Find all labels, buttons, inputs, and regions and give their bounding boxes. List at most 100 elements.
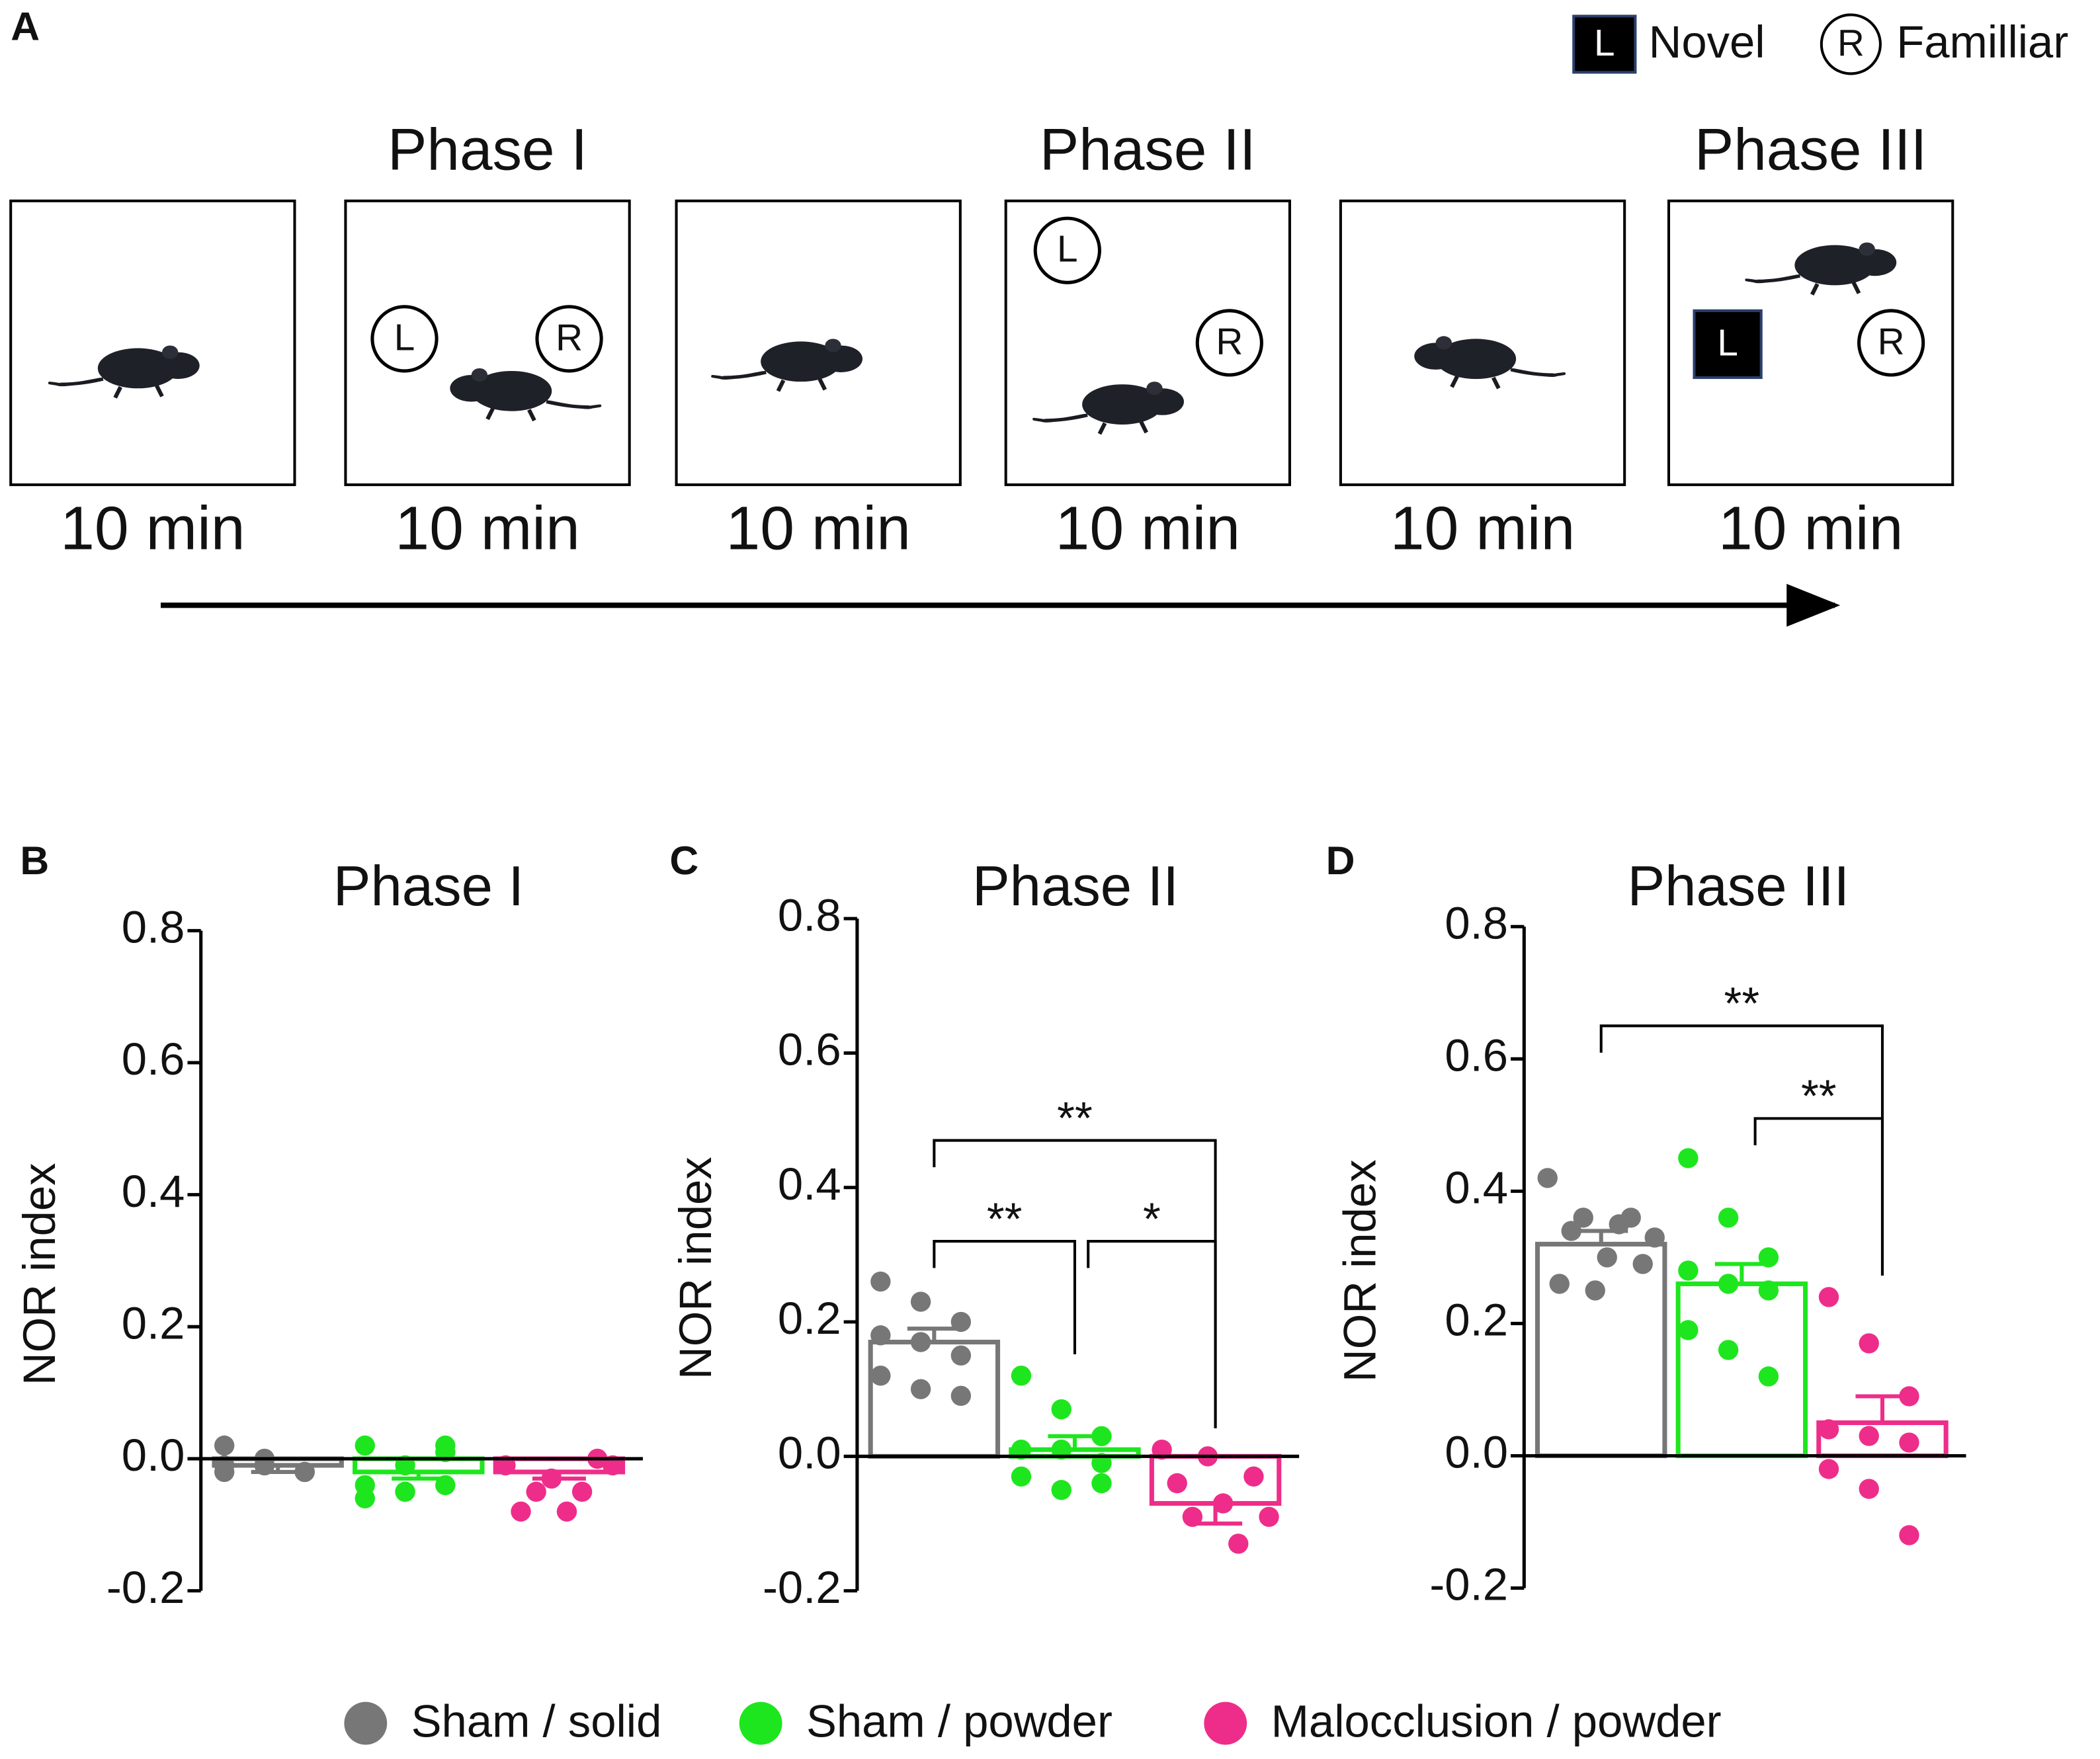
y-tick-label: 0.2	[778, 1293, 841, 1344]
legend-symbol-label: L	[1594, 22, 1615, 64]
data-point	[1818, 1287, 1839, 1307]
chart-title: Phase II	[972, 855, 1179, 918]
data-point	[1644, 1227, 1665, 1248]
mouse-head	[1853, 249, 1897, 276]
mouse-tail	[1044, 413, 1088, 423]
mouse	[48, 345, 200, 399]
mouse-head	[1414, 343, 1458, 370]
data-point	[1758, 1280, 1779, 1301]
mouse-feet	[113, 384, 164, 399]
mouse-tail	[723, 370, 767, 380]
object	[1195, 309, 1263, 377]
data-point	[1051, 1439, 1071, 1460]
y-tick-label: 0.6	[1445, 1030, 1508, 1081]
mouse-tail	[546, 400, 589, 409]
data-point	[1859, 1479, 1879, 1499]
data-point	[355, 1475, 375, 1496]
data-point	[1228, 1534, 1249, 1554]
mouse-ear	[1146, 382, 1163, 395]
data-point	[1718, 1274, 1739, 1294]
data-point	[1167, 1473, 1187, 1494]
object	[1693, 309, 1763, 380]
data-point	[1632, 1254, 1653, 1274]
mouse-ear	[162, 345, 179, 359]
legend-symbol-label: R	[1837, 22, 1865, 64]
data-point	[910, 1332, 931, 1352]
duration-label: 10 min	[1056, 494, 1241, 563]
duration-label: 10 min	[60, 494, 245, 563]
legend-symbol	[1820, 13, 1882, 75]
data-point	[1091, 1453, 1112, 1473]
legend-label: Sham / solid	[411, 1696, 662, 1746]
chart-title: Phase I	[333, 855, 524, 918]
data-point	[1899, 1525, 1919, 1545]
mouse-feet	[485, 407, 536, 422]
mouse-body	[1794, 245, 1875, 286]
mouse	[1745, 242, 1897, 296]
y-tick-label: 0.8	[778, 889, 841, 940]
significance-label: **	[1057, 1092, 1093, 1143]
data-point	[1152, 1439, 1172, 1460]
object-label: R	[1878, 321, 1905, 362]
y-tick-label: 0.4	[1445, 1163, 1508, 1213]
y-tick-label: 0.0	[1445, 1427, 1508, 1478]
data-point	[910, 1379, 931, 1399]
legend-marker	[344, 1701, 388, 1745]
mouse-head	[819, 345, 863, 372]
data-point	[1718, 1340, 1739, 1360]
mouse-head	[156, 352, 200, 380]
y-tick-label: 0.6	[122, 1034, 185, 1084]
data-point	[571, 1481, 593, 1502]
mouse-feet	[1450, 375, 1501, 389]
data-point	[1011, 1366, 1032, 1386]
data-point	[1051, 1479, 1071, 1500]
significance-label: **	[987, 1194, 1023, 1245]
mouse-ear	[825, 339, 841, 352]
legend-label: Familliar	[1896, 17, 2068, 67]
y-tick-label: -0.2	[106, 1562, 185, 1613]
arena	[675, 199, 962, 487]
mouse-feet	[776, 378, 827, 392]
mouse	[1032, 382, 1184, 435]
data-point	[1718, 1207, 1739, 1228]
data-point	[526, 1481, 546, 1502]
y-tick-label: 0.6	[778, 1024, 841, 1075]
panel-label: B	[20, 838, 49, 883]
mouse-body	[1082, 384, 1163, 425]
data-point	[1243, 1466, 1264, 1487]
data-point	[1620, 1207, 1641, 1228]
data-point	[556, 1501, 577, 1522]
data-point	[1758, 1366, 1779, 1387]
bar	[868, 1339, 1001, 1459]
mouse-feet	[1097, 421, 1149, 435]
mouse	[1414, 336, 1566, 389]
mouse-feet	[1810, 281, 1861, 296]
data-point	[1678, 1260, 1699, 1281]
data-point	[1561, 1221, 1581, 1241]
phase-title: Phase II	[1040, 116, 1256, 182]
significance-bracket	[1087, 1240, 1217, 1428]
mouse-tail	[60, 377, 104, 386]
data-point	[1549, 1274, 1570, 1294]
data-point	[950, 1385, 972, 1407]
data-point	[1818, 1419, 1839, 1440]
data-point	[1818, 1459, 1839, 1479]
object	[1033, 216, 1101, 284]
data-point	[910, 1291, 931, 1312]
phase-title: Phase III	[1695, 116, 1927, 182]
mouse-head	[450, 375, 493, 402]
data-point	[1859, 1426, 1879, 1446]
bar	[353, 1456, 485, 1475]
data-point	[1573, 1207, 1593, 1228]
data-point	[1011, 1466, 1032, 1487]
significance-label: **	[1801, 1071, 1837, 1122]
mouse-body	[471, 370, 552, 411]
data-point	[1585, 1280, 1605, 1301]
y-tick-label: 0.0	[122, 1430, 185, 1481]
data-point	[214, 1435, 235, 1456]
y-tick-label: 0.2	[1445, 1295, 1508, 1346]
legend-label: Novel	[1649, 17, 1765, 67]
legend-label: Sham / powder	[806, 1696, 1113, 1746]
significance-bracket	[933, 1240, 1076, 1354]
